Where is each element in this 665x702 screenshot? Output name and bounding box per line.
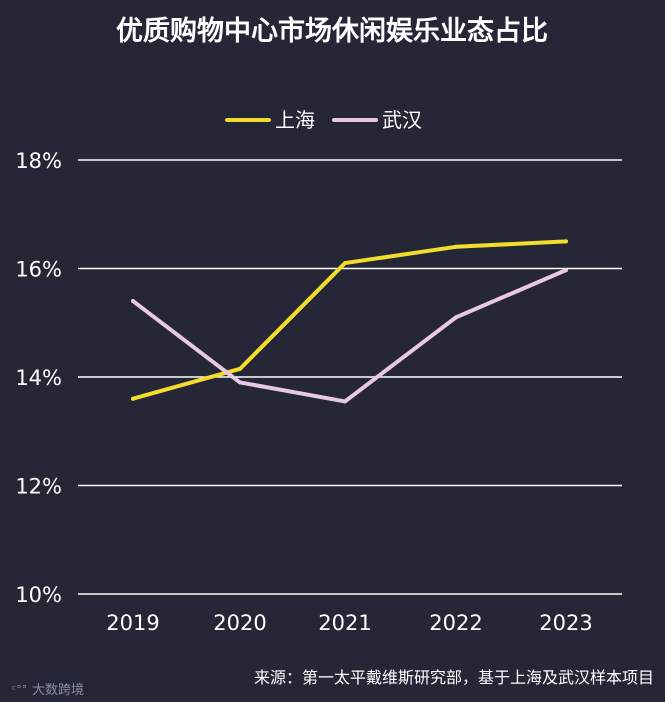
y-tick-label: 16%	[15, 258, 62, 282]
x-tick-label: 2019	[106, 611, 159, 635]
watermark-logo-mark: ᶜ°°	[12, 683, 27, 696]
watermark-logo: ᶜ°° 大数跨境	[12, 683, 84, 698]
data-point	[238, 366, 242, 371]
x-tick-label: 2022	[429, 611, 482, 635]
y-axis-tick-labels: 10% 12% 14% 16% 18%	[15, 149, 62, 607]
data-point	[343, 261, 347, 266]
watermark-logo-text: 大数跨境	[32, 683, 84, 698]
legend-label: 武汉	[382, 108, 422, 132]
y-tick-label: 12%	[15, 475, 62, 499]
x-tick-label: 2023	[539, 611, 592, 635]
data-point	[131, 396, 135, 401]
x-tick-label: 2020	[213, 611, 266, 635]
data-point	[238, 380, 242, 385]
chart-title: 优质购物中心市场休闲娱乐业态占比	[116, 15, 548, 47]
source-note: 来源：第一太平戴维斯研究部，基于上海及武汉样本项目	[254, 668, 654, 687]
series-line	[131, 239, 568, 401]
data-point	[343, 399, 347, 404]
gridlines	[78, 159, 622, 595]
data-point	[454, 315, 458, 320]
data-point	[564, 268, 568, 273]
x-axis-tick-labels: 2019 2020 2021 2022 2023	[106, 611, 592, 635]
y-tick-label: 18%	[15, 149, 62, 173]
legend-label: 上海	[275, 108, 315, 132]
data-point	[564, 239, 568, 244]
y-tick-label: 10%	[15, 583, 62, 607]
legend: 上海 武汉	[225, 108, 422, 132]
x-tick-label: 2021	[318, 611, 371, 635]
y-tick-label: 14%	[15, 366, 62, 390]
data-point	[131, 299, 135, 304]
data-points	[131, 239, 568, 404]
data-point	[454, 244, 458, 249]
